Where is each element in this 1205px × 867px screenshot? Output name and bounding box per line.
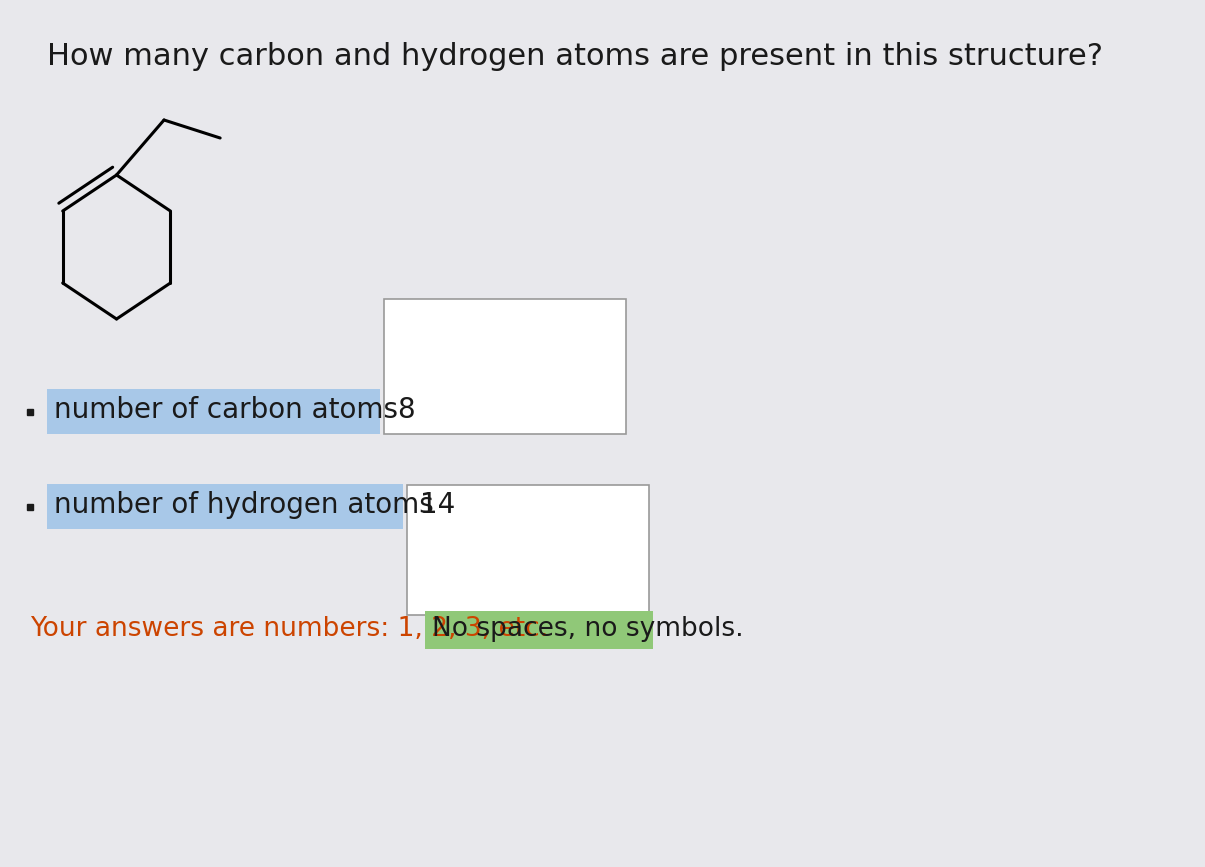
Text: 8: 8: [398, 396, 415, 424]
FancyBboxPatch shape: [424, 611, 653, 649]
Text: 14: 14: [421, 491, 455, 519]
Text: No spaces, no symbols.: No spaces, no symbols.: [431, 616, 743, 642]
Text: number of hydrogen atoms: number of hydrogen atoms: [54, 491, 434, 519]
Text: Your answers are numbers: 1, 2, 3, etc.: Your answers are numbers: 1, 2, 3, etc.: [30, 616, 557, 642]
Text: How many carbon and hydrogen atoms are present in this structure?: How many carbon and hydrogen atoms are p…: [47, 42, 1104, 71]
FancyBboxPatch shape: [47, 484, 404, 529]
FancyBboxPatch shape: [407, 485, 649, 615]
FancyBboxPatch shape: [47, 389, 380, 434]
FancyBboxPatch shape: [384, 299, 625, 434]
Text: number of carbon atoms: number of carbon atoms: [54, 396, 399, 424]
